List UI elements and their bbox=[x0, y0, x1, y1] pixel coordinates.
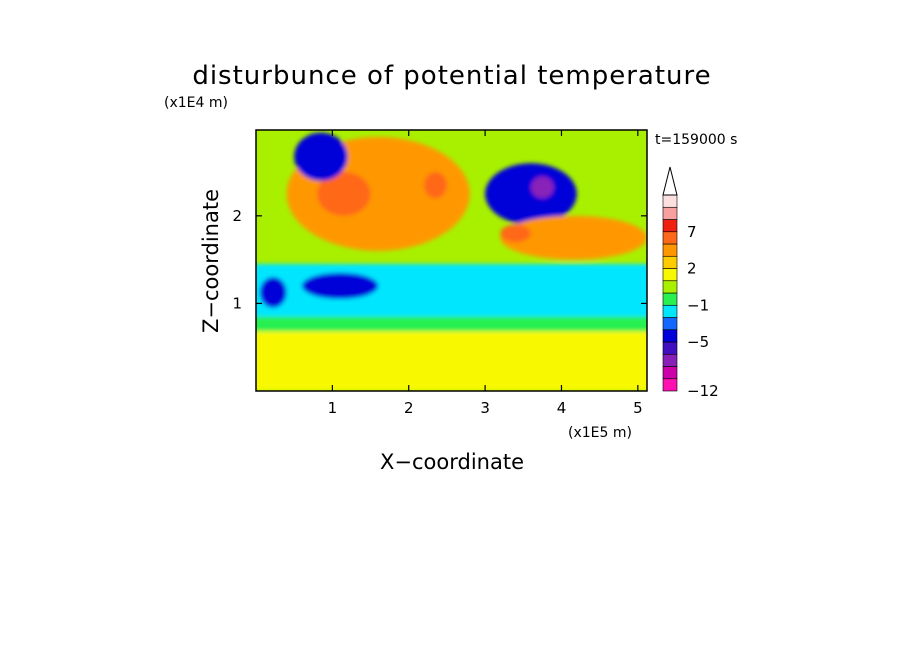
colorbar-segment bbox=[662, 255, 678, 269]
y-axis-title: Z−coordinate bbox=[199, 189, 223, 333]
field-region bbox=[424, 172, 447, 199]
colorbar-segment bbox=[662, 304, 678, 318]
y-tick-label: 1 bbox=[232, 294, 242, 312]
colorbar-segment bbox=[662, 317, 678, 331]
colorbar-segment bbox=[662, 194, 678, 208]
colorbar-segment bbox=[662, 292, 678, 306]
colorbar-segment bbox=[662, 231, 678, 245]
field-region bbox=[500, 215, 647, 260]
field-region bbox=[317, 172, 371, 216]
colorbar-tick-label: 2 bbox=[687, 260, 697, 278]
heatmap-field bbox=[256, 130, 647, 391]
x-axis: 1 2 3 4 5 bbox=[328, 130, 643, 417]
y-unit-label: (x1E4 m) bbox=[164, 95, 228, 111]
colorbar-segment bbox=[662, 353, 678, 367]
x-tick-label: 3 bbox=[480, 399, 490, 417]
y-tick-label: 2 bbox=[232, 207, 242, 225]
x-axis-title: X−coordinate bbox=[380, 450, 524, 474]
field-regions bbox=[256, 132, 647, 391]
colorbar-segment bbox=[662, 280, 678, 294]
x-tick-label: 4 bbox=[557, 399, 567, 417]
field-region bbox=[294, 132, 348, 181]
x-tick-label: 2 bbox=[404, 399, 414, 417]
x-tick-label: 1 bbox=[328, 399, 338, 417]
colorbar-segment bbox=[662, 329, 678, 343]
colorbar-segment bbox=[662, 243, 678, 257]
colorbar-extend-arrow bbox=[662, 166, 678, 196]
plot-frame bbox=[255, 129, 648, 392]
field-region bbox=[301, 272, 379, 300]
chart-title: disturbunce of potential temperature bbox=[192, 61, 711, 91]
colorbar-tick-label: −12 bbox=[687, 382, 719, 400]
colorbar-segment bbox=[662, 378, 678, 392]
colorbar-segment bbox=[662, 341, 678, 355]
colorbar-tick-label: −1 bbox=[687, 296, 709, 314]
field-region bbox=[500, 224, 531, 243]
colorbar: −12−5−127 bbox=[662, 166, 719, 400]
colorbar-tick-label: −5 bbox=[687, 333, 709, 351]
field-region bbox=[259, 277, 287, 308]
field-region bbox=[530, 176, 554, 199]
field-region bbox=[485, 163, 577, 225]
y-axis: 12 bbox=[232, 207, 647, 312]
colorbar-tick-label: 7 bbox=[687, 223, 697, 241]
x-unit-label: (x1E5 m) bbox=[568, 425, 632, 441]
time-label: t=159000 s bbox=[655, 132, 737, 148]
x-tick-label: 5 bbox=[633, 399, 643, 417]
colorbar-segment bbox=[662, 268, 678, 282]
colorbar-segment bbox=[662, 219, 678, 233]
field-region bbox=[256, 316, 647, 332]
colorbar-segment bbox=[662, 366, 678, 380]
colorbar-segment bbox=[662, 206, 678, 220]
